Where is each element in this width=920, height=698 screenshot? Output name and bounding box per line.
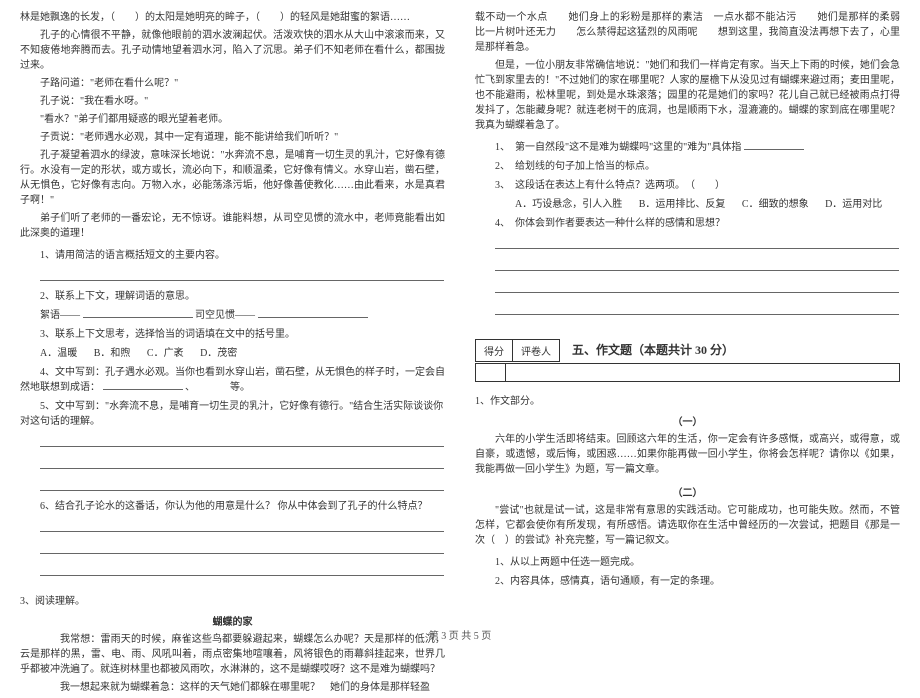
answer-blank[interactable] bbox=[40, 477, 444, 491]
question-5: 5、文中写到："水奔流不息，是哺育一切生灵的乳汁，它好像有德行。"结合生活实际谈… bbox=[20, 397, 445, 427]
question-3-options: A．温暖 B．和煦 C．广袤 D．茂密 bbox=[20, 344, 445, 359]
page-footer: 第 3 页 共 5 页 bbox=[0, 627, 920, 642]
story-line: 但是，一位小朋友非常确信地说："她们和我们一样肯定有家。当天上下雨的时候，她们会… bbox=[475, 58, 900, 133]
passage-line: 弟子们听了老师的一番宏论，无不惊讶。谁能料想，从司空见惯的流水中，老师竟能看出如… bbox=[20, 211, 445, 241]
essay-prompt-1: 六年的小学生活即将结束。回顾这六年的生活，你一定会有许多感慨，或高兴，或得意，或… bbox=[475, 432, 900, 477]
question-1: 1、请用简洁的语言概括短文的主要内容。 bbox=[20, 246, 445, 261]
option-c[interactable]: C．广袤 bbox=[147, 348, 184, 359]
left-column: 林是她飘逸的长发，（ ）的太阳是她明亮的眸子，（ ）的轻风是她甜蜜的絮语…… 孔… bbox=[20, 10, 445, 698]
answer-blank[interactable] bbox=[495, 235, 899, 249]
answer-blank[interactable] bbox=[258, 307, 368, 318]
score-box-row2 bbox=[475, 363, 900, 382]
option-d[interactable]: D．运用对比 bbox=[825, 199, 882, 210]
r-question-1-text: 1、 第一自然段"这不是难为蝴蝶吗"这里的"难为"具体指 bbox=[495, 142, 741, 153]
r-question-2: 2、 给划线的句子加上恰当的标点。 bbox=[475, 157, 900, 172]
answer-blank[interactable] bbox=[495, 301, 899, 315]
story-title: 蝴蝶的家 bbox=[20, 613, 445, 628]
option-b[interactable]: B．和煦 bbox=[94, 348, 131, 359]
r-question-3-options: A．巧设悬念，引人入胜 B．运用排比、反复 C．细致的想象 D．运用对比 bbox=[475, 195, 900, 210]
option-a[interactable]: A．温暖 bbox=[40, 348, 77, 359]
vocab-label: 絮语—— bbox=[40, 310, 80, 321]
passage-line: 林是她飘逸的长发，（ ）的太阳是她明亮的眸子，（ ）的轻风是她甜蜜的絮语…… bbox=[20, 10, 445, 25]
question-4: 4、文中写到：孔子遇水必观。当你也看到水穿山岩，凿石壁，从无惧色的样子时，一定会… bbox=[20, 363, 445, 393]
answer-blank[interactable] bbox=[103, 379, 183, 390]
option-c[interactable]: C．细致的想象 bbox=[742, 199, 809, 210]
r-question-1: 1、 第一自然段"这不是难为蝴蝶吗"这里的"难为"具体指 bbox=[475, 138, 900, 153]
question-2: 2、联系上下文，理解词语的意思。 bbox=[20, 287, 445, 302]
passage-line: 子路问道："老师在看什么呢？" bbox=[20, 76, 445, 91]
passage-line: 子贡说："老师遇水必观，其中一定有道理，能不能讲给我们听听？" bbox=[20, 130, 445, 145]
question-6: 6、结合孔子论水的这番话，你认为他的用意是什么？ 你从中体会到了孔子的什么特点？ bbox=[20, 497, 445, 512]
reading-3: 3、阅读理解。 bbox=[20, 592, 445, 607]
passage-line: "看水？"弟子们都用疑惑的眼光望着老师。 bbox=[20, 112, 445, 127]
answer-blank[interactable] bbox=[40, 455, 444, 469]
right-column: 载不动一个水点 她们身上的彩粉是那样的素洁 一点水都不能沾污 她们是那样的柔弱 … bbox=[475, 10, 900, 698]
answer-blank[interactable] bbox=[83, 307, 193, 318]
story-line: 载不动一个水点 她们身上的彩粉是那样的素洁 一点水都不能沾污 她们是那样的柔弱 … bbox=[475, 10, 900, 55]
question-2a: 絮语—— 司空见惯—— bbox=[20, 306, 445, 321]
passage-line: 孔子凝望着泗水的绿波，意味深长地说："水奔流不息，是哺育一切生灵的乳汁，它好像有… bbox=[20, 148, 445, 208]
essay-one-label: （一） bbox=[475, 413, 900, 428]
option-d[interactable]: D．茂密 bbox=[200, 348, 237, 359]
story-line: 我一想起来就为蝴蝶着急：这样的天气她们都躲在哪里呢？ 她们的身体是那样轻盈 bbox=[20, 680, 445, 695]
answer-blank[interactable] bbox=[40, 562, 444, 576]
question-4-text2: 、 等。 bbox=[185, 382, 250, 393]
grader-label: 评卷人 bbox=[513, 340, 559, 361]
grader-cell[interactable] bbox=[506, 364, 548, 381]
vocab-label: 司空见惯—— bbox=[195, 310, 255, 321]
passage-line: 孔子的心情很不平静，就像他眼前的泗水波澜起伏。活泼欢快的泗水从大山中滚滚而来，又… bbox=[20, 28, 445, 73]
answer-blank[interactable] bbox=[495, 279, 899, 293]
essay-req-2: 2、内容具体，感情真，语句通顺，有一定的条理。 bbox=[475, 572, 900, 587]
score-box: 得分 评卷人 bbox=[475, 339, 560, 362]
essay-two-label: （二） bbox=[475, 484, 900, 499]
section-5-title: 五、作文题（本题共计 30 分） bbox=[572, 341, 734, 358]
writing-1: 1、作文部分。 bbox=[475, 392, 900, 407]
answer-blank[interactable] bbox=[40, 433, 444, 447]
essay-prompt-2: "尝试"也就是试一试，这是非常有意思的实践活动。它可能成功，也可能失败。然而，不… bbox=[475, 503, 900, 548]
r-question-3: 3、 这段话在表达上有什么特点？选两项。 （ ） bbox=[475, 176, 900, 191]
answer-blank[interactable] bbox=[744, 139, 804, 150]
option-b[interactable]: B．运用排比、反复 bbox=[639, 199, 726, 210]
essay-req-1: 1、从以上两题中任选一题完成。 bbox=[475, 553, 900, 568]
score-label: 得分 bbox=[476, 340, 513, 361]
r-question-4: 4、 你体会到作者要表达一种什么样的感情和思想？ bbox=[475, 214, 900, 229]
option-a[interactable]: A．巧设悬念，引人入胜 bbox=[515, 199, 622, 210]
question-3: 3、联系上下文思考，选择恰当的词语填在文中的括号里。 bbox=[20, 325, 445, 340]
answer-blank[interactable] bbox=[40, 540, 444, 554]
answer-blank[interactable] bbox=[495, 257, 899, 271]
passage-line: 孔子说："我在看水呀。" bbox=[20, 94, 445, 109]
answer-blank[interactable] bbox=[40, 267, 444, 281]
score-cell[interactable] bbox=[476, 364, 506, 381]
answer-blank[interactable] bbox=[40, 518, 444, 532]
